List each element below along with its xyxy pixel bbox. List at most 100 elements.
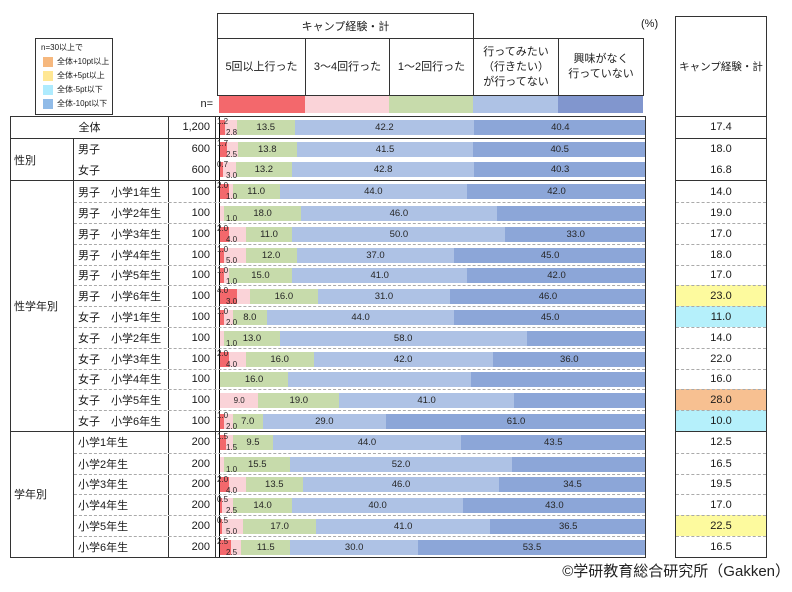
segment-label: 13.8	[258, 143, 277, 155]
segment-label: 44.0	[364, 186, 383, 198]
bar-segment	[220, 141, 228, 157]
row-label: 小学4年生	[74, 495, 169, 516]
bar-segment: 15.0	[228, 268, 293, 284]
row-n-value: 100	[169, 286, 216, 307]
group-rows: 全体 1,200 13.5 42.2 40.4 1.2 2.8	[11, 117, 645, 138]
row-group: 全体 1,200 13.5 42.2 40.4 1.2 2.8	[11, 117, 645, 138]
bar-segment	[224, 414, 233, 430]
mini-label-pink: 4.0	[226, 359, 238, 369]
total-cell: 19.0	[676, 202, 766, 223]
bar-segment	[220, 226, 229, 242]
segment-label: 7.0	[241, 416, 255, 428]
column-header-line: 5回以上行った	[225, 60, 298, 73]
mini-label-pink: 4.0	[226, 234, 238, 244]
total-cell: 19.5	[676, 473, 766, 495]
row-n-value: 100	[169, 265, 216, 286]
bar-zone: 17.0 41.0 36.5 0.5 5.0	[216, 516, 645, 536]
stacked-bar: 13.5 42.2 40.4	[220, 119, 645, 135]
total-cell: 28.0	[676, 389, 766, 411]
row-label: 女子 小学5年生	[74, 390, 169, 411]
segment-label: 42.0	[547, 270, 566, 282]
main-table: 全体 1,200 13.5 42.2 40.4 1.2 2.8 性別 男子 600 13.8 41.5…	[10, 116, 646, 558]
bar-segment	[220, 162, 223, 178]
bar-segment	[220, 498, 223, 514]
bar-segment	[471, 372, 645, 388]
row-label: 男子 小学4年生	[74, 244, 169, 265]
legend-item: 全体+10pt以上	[41, 57, 112, 67]
stacked-bar: 11.0 44.0 42.0	[220, 184, 645, 200]
row-n-value: 200	[169, 536, 216, 557]
bar-segment: 43.0	[462, 498, 645, 514]
segment-label: 15.5	[248, 458, 267, 470]
mini-label-pink: 1.0	[226, 192, 238, 202]
stacked-bar: 12.0 37.0 45.0	[220, 247, 645, 263]
row-n-value: 200	[169, 431, 216, 453]
row-n-value: 100	[169, 244, 216, 265]
axis-line	[219, 265, 220, 286]
mini-label-pink: 2.5	[226, 149, 238, 159]
row-label: 小学2年生	[74, 453, 169, 474]
bar-segment: 40.5	[473, 141, 645, 157]
total-cell: 17.0	[676, 264, 766, 286]
row-group: 性別 男子 600 13.8 41.5 40.5 1.7 2.5 女子 600 13.2 42.8 40…	[11, 137, 645, 181]
bar-segment: 44.0	[266, 310, 455, 326]
mini-label-red: 2.0	[217, 348, 229, 358]
axis-line	[219, 536, 220, 557]
mini-label-pink: 3.0	[226, 297, 238, 307]
bar-segment: 36.5	[490, 519, 645, 535]
segment-label: 36.5	[558, 521, 578, 533]
segment-label: 11.0	[247, 186, 266, 198]
segment-label: 40.4	[551, 121, 570, 133]
bar-zone: 11.0 44.0 42.0 2.0 1.0	[216, 181, 645, 203]
row-n-value: 100	[169, 348, 216, 369]
bar-segment	[511, 456, 645, 472]
segment-label: 30.0	[344, 541, 364, 553]
bar-segment: 44.0	[273, 434, 461, 450]
bar-segment: 13.2	[235, 162, 292, 178]
segment-label: 12.0	[261, 249, 281, 261]
row-n-value: 200	[169, 495, 216, 516]
legend-swatch-yellow	[43, 71, 53, 81]
bar-zone: 13.2 42.8 40.3 0.7 3.0	[216, 159, 645, 181]
bar-segment: 30.0	[290, 539, 419, 555]
swatch-red	[219, 96, 305, 113]
bar-segment	[228, 477, 246, 493]
bar-segment: 13.5	[237, 119, 295, 135]
bar-segment	[220, 456, 225, 472]
legend-item: 全体+5pt以上	[41, 71, 112, 81]
bar-segment	[220, 519, 223, 535]
table-row: 女子 600 13.2 42.8 40.3 0.7 3.0	[74, 159, 645, 181]
segment-label: 41.5	[375, 143, 395, 155]
table-row: 女子 小学2年生 100 13.0 58.0 1.0	[74, 326, 645, 348]
row-label: 小学6年生	[74, 536, 169, 557]
right-group: 17.4	[676, 117, 766, 138]
bar-segment: 52.0	[290, 456, 512, 472]
bar-segment	[228, 351, 246, 367]
column-header-line: 行っていない	[568, 68, 634, 80]
row-label: 小学3年生	[74, 474, 169, 495]
segment-label: 36.0	[560, 353, 579, 365]
legend-item-label: 全体-10pt以下	[57, 99, 108, 108]
column-header-line: （行きたい）	[483, 60, 549, 73]
legend-item: 全体-10pt以下	[41, 99, 112, 109]
segment-label: 40.5	[550, 143, 569, 155]
segment-label: 37.0	[366, 249, 385, 261]
bar-segment: 14.0	[232, 498, 293, 514]
bar-segment	[220, 119, 226, 135]
bar-zone: 8.0 44.0 45.0 1.0 2.0	[216, 307, 645, 327]
total-cell: 23.0	[676, 285, 766, 307]
bar-segment	[220, 184, 229, 200]
segment-label: 11.0	[260, 228, 278, 240]
segment-label: 52.0	[391, 458, 411, 470]
group-label: 性別	[11, 138, 74, 181]
table-row: 男子 小学5年生 100 15.0 41.0 42.0 1.0 1.0	[74, 264, 645, 286]
bar-segment: 17.0	[243, 519, 316, 535]
bar-segment: 11.0	[232, 184, 280, 200]
segment-label: 17.0	[270, 521, 289, 533]
segment-label: 18.0	[253, 208, 272, 220]
mini-label-pink: 1.0	[226, 214, 238, 223]
bar-segment: 45.0	[454, 247, 645, 263]
row-label: 小学1年生	[74, 431, 169, 453]
bar-segment: 40.4	[474, 119, 645, 135]
